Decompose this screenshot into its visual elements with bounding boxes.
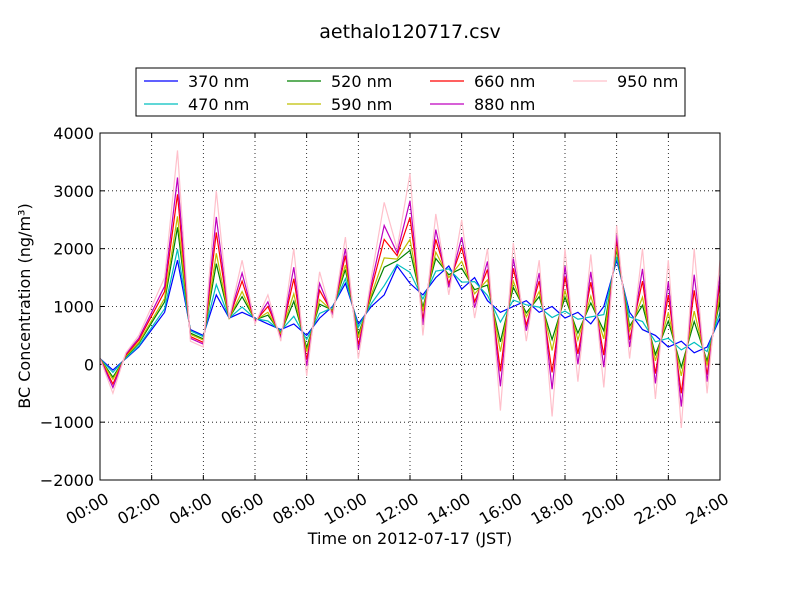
y-tick-label: −1000 [40, 413, 94, 432]
y-tick-label: 1000 [53, 298, 94, 317]
x-axis-label: Time on 2012-07-17 (JST) [307, 529, 512, 548]
legend-label: 660 nm [474, 72, 535, 91]
legend-label: 470 nm [188, 95, 249, 114]
y-tick-label: 0 [84, 355, 94, 374]
series-line [99, 150, 721, 428]
y-tick-label: 3000 [53, 182, 94, 201]
legend-label: 370 nm [188, 72, 249, 91]
legend-label: 590 nm [331, 95, 392, 114]
y-axis-label: BC Concentration (ng/m³) [15, 203, 34, 408]
legend-frame [135, 67, 686, 117]
legend-label: 880 nm [474, 95, 535, 114]
y-tick-label: 4000 [53, 124, 94, 143]
legend: 370 nm 470 nm 520 nm 590 nm 660 nm 880 nm 950 … [135, 67, 686, 117]
y-tick-label: 2000 [53, 240, 94, 259]
y-tick-label: −2000 [40, 471, 94, 490]
legend-label: 520 nm [331, 72, 392, 91]
legend-label: 950 nm [617, 72, 678, 91]
plot-frame [99, 132, 721, 481]
chart-title: aethalo120717.csv [319, 21, 501, 43]
